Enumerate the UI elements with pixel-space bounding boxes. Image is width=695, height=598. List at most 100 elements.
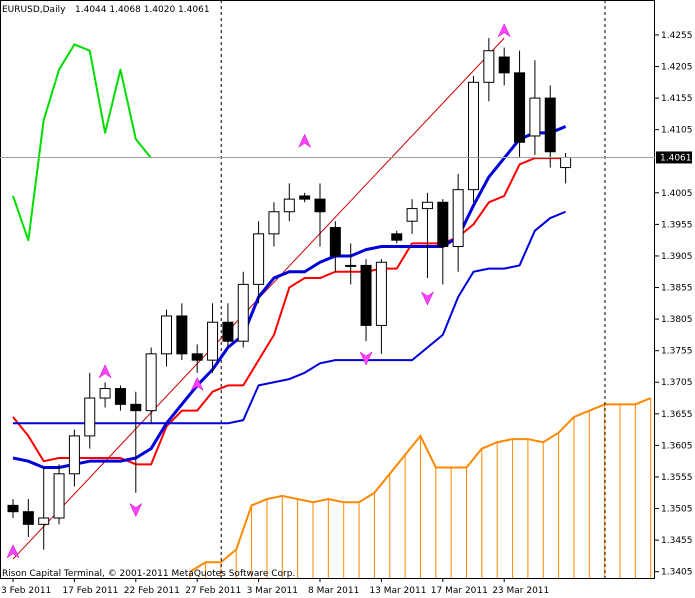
candle	[99, 382, 111, 408]
candle-body-down	[498, 56, 510, 74]
candle	[391, 230, 403, 244]
fractal-up-arrow	[190, 376, 204, 392]
candle-body-up	[38, 517, 50, 525]
fractal-up-arrow	[497, 23, 511, 38]
candle	[329, 221, 341, 272]
period-separators	[220, 0, 606, 578]
copyright-text: Rison Capital Terminal, © 2001-2011 Meta…	[2, 569, 295, 579]
candle-body-down	[222, 321, 234, 342]
price-axis: 1.4255 1.4205 1.4155 1.4105 1.4005 1.3955 1.39…	[655, 31, 693, 578]
y-tick-label: 1.4005	[661, 189, 693, 199]
x-tick-label: 3 Mar 2011	[247, 586, 298, 596]
blue-thin-line	[13, 210, 566, 425]
candle	[360, 259, 372, 342]
fractal-arrows	[6, 23, 511, 559]
y-tick-label: 1.3755	[661, 347, 693, 357]
x-tick-label: 8 Mar 2011	[308, 586, 359, 596]
candle-body-up	[268, 211, 280, 235]
y-tick-label: 1.3805	[661, 315, 693, 325]
candle-body-up	[207, 321, 219, 361]
candle	[176, 303, 188, 361]
candlestick-series	[7, 38, 572, 550]
candle-body-down	[7, 504, 19, 513]
candle-body-down	[114, 388, 126, 405]
ichimoku-cloud-layer	[189, 397, 652, 578]
candle-body-up	[161, 315, 172, 355]
candle-body-up	[99, 388, 111, 399]
fractal-down-arrow	[420, 291, 435, 306]
candle-body-down	[514, 72, 526, 143]
candle-body-down	[22, 511, 34, 525]
candle	[145, 347, 157, 424]
red-line	[12, 157, 566, 466]
y-tick-label: 1.3855	[661, 284, 693, 294]
candle-body-up	[68, 435, 80, 475]
candle	[406, 199, 418, 234]
candle	[514, 50, 526, 159]
candle-body-up	[406, 208, 418, 222]
candle-body-up	[84, 397, 96, 437]
y-tick-label: 1.3905	[661, 252, 693, 262]
green-line	[12, 43, 152, 242]
indicator-lines	[12, 37, 567, 560]
candle-body-up	[468, 81, 479, 191]
candle-body-down	[314, 198, 326, 213]
candle	[483, 38, 495, 102]
x-tick-label: 27 Feb 2011	[185, 586, 241, 596]
candle	[283, 183, 295, 222]
candle-body-up	[283, 198, 295, 213]
candle-body-up	[237, 283, 249, 342]
time-axis: 3 Feb 2011 17 Feb 2011 22 Feb 2011 27 Feb 2…	[1, 578, 549, 596]
candle-body-down	[299, 195, 311, 200]
y-tick-label: 1.3455	[661, 536, 693, 546]
current-price-badge	[656, 151, 692, 164]
candle-body-up	[253, 233, 265, 285]
candle	[375, 259, 387, 354]
candle-body-down	[360, 264, 372, 326]
candle	[437, 199, 449, 285]
y-tick-label: 1.4255	[661, 31, 693, 41]
y-tick-label: 1.4105	[661, 126, 693, 136]
candle-body-up	[560, 156, 572, 169]
x-tick-label: 17 Feb 2011	[62, 586, 118, 596]
y-tick-label: 1.4155	[661, 94, 693, 104]
candle-body-up	[452, 189, 464, 247]
candle	[84, 372, 96, 449]
candle	[7, 499, 19, 519]
candle	[114, 385, 126, 411]
candle-body-up	[345, 264, 357, 267]
candle	[498, 47, 510, 86]
y-tick-label: 1.3505	[661, 505, 693, 515]
candle-body-down	[437, 201, 449, 247]
candle	[253, 221, 265, 304]
candle	[452, 173, 464, 272]
candle	[222, 303, 234, 348]
candle	[268, 202, 280, 247]
candle-body-up	[529, 97, 541, 137]
chart-header-ohlc: 1.4044 1.4068 1.4020 1.4061	[75, 5, 210, 15]
blue-line	[12, 125, 567, 469]
y-tick-label: 1.3405	[661, 568, 693, 578]
candle-body-up	[145, 353, 157, 412]
candle	[314, 183, 326, 247]
candle	[237, 271, 249, 348]
y-tick-label: 1.3955	[661, 220, 693, 230]
candle	[130, 391, 142, 493]
x-tick-label: 17 Mar 2011	[431, 586, 488, 596]
y-tick-label: 1.3555	[661, 473, 693, 483]
plot-frame	[0, 0, 655, 579]
candle	[544, 85, 556, 168]
fractal-down-arrow	[129, 502, 143, 518]
candle-body-down	[176, 315, 188, 355]
y-tick-label: 1.3705	[661, 378, 693, 388]
candle	[38, 467, 50, 550]
candle-body-down	[329, 227, 341, 257]
candle-body-down	[191, 353, 203, 361]
candle	[345, 243, 357, 285]
candle	[22, 499, 34, 537]
x-tick-label: 13 Mar 2011	[369, 586, 426, 596]
candle	[529, 60, 541, 155]
x-tick-label: 22 Feb 2011	[124, 586, 180, 596]
fractal-up-arrow	[6, 544, 20, 559]
